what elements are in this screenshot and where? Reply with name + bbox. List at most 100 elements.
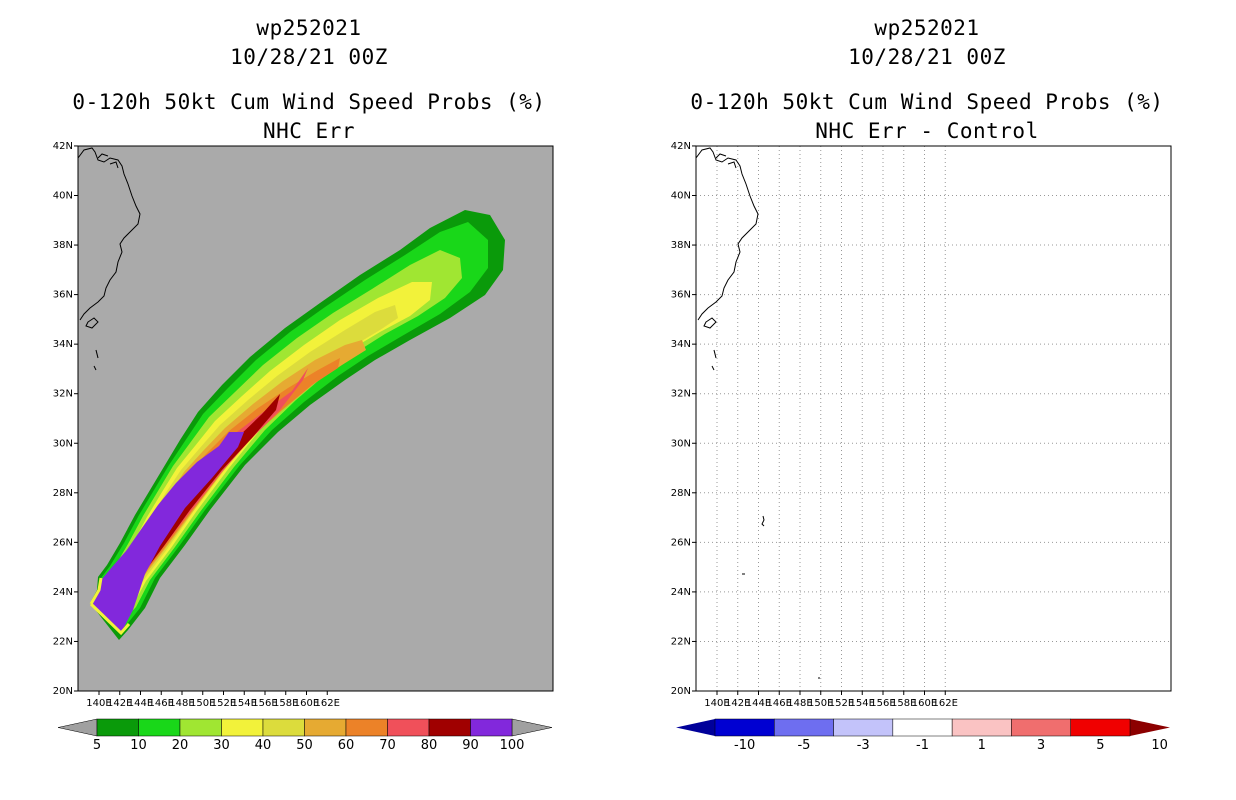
- legend-swatch: [1070, 718, 1131, 737]
- map-background: [696, 146, 1171, 691]
- legend-label: 20: [172, 738, 189, 753]
- lat-tick-label: 26N: [671, 537, 691, 548]
- coastline-segment: [85, 317, 99, 329]
- lon-tick-label: 152E: [829, 698, 854, 709]
- color-legend: -10 -5 -3 -1 1 3 5 10: [676, 718, 1170, 753]
- legend-end-triangle: [676, 719, 715, 736]
- coastline-segment: [703, 317, 717, 329]
- lon-tick-label: 140E: [704, 698, 729, 709]
- map-gridlines: [696, 146, 1171, 691]
- coastline-segment: [711, 365, 715, 371]
- legend-swatch: [1011, 718, 1071, 737]
- lon-tick-label: 162E: [315, 698, 340, 709]
- map-axes: 140E142E144E146E148E150E152E154E156E158E…: [671, 141, 958, 709]
- storm-id-title: wp252021: [256, 16, 362, 40]
- lat-tick-label: 38N: [53, 240, 73, 251]
- legend-label: -10: [734, 738, 755, 753]
- lat-tick-label: 30N: [671, 438, 691, 449]
- legend-label: 5: [93, 738, 101, 753]
- lat-tick-label: 42N: [671, 141, 691, 152]
- legend-label: 10: [1151, 738, 1168, 753]
- lat-tick-label: 42N: [53, 141, 73, 152]
- legend-swatch: [387, 718, 430, 737]
- lat-tick-label: 32N: [53, 389, 73, 400]
- legend-label: 90: [462, 738, 479, 753]
- color-legend: 5 10 20 30 40 50 60 70 80 90 100: [57, 718, 553, 753]
- legend-label: 40: [255, 738, 272, 753]
- coastline-segment: [695, 147, 759, 321]
- legend-label: -1: [916, 738, 929, 753]
- lon-tick-label: 152E: [211, 698, 236, 709]
- legend-swatch: [470, 718, 513, 737]
- legend-end-triangle: [1130, 719, 1170, 736]
- lon-tick-label: 146E: [767, 698, 792, 709]
- legend-swatch: [179, 718, 222, 737]
- storm-id-title: wp252021: [874, 16, 980, 40]
- small-islands: [742, 515, 820, 679]
- legend-swatch: [833, 718, 894, 737]
- legend-swatch: [345, 718, 388, 737]
- lon-tick-label: 160E: [912, 698, 937, 709]
- lat-tick-label: 36N: [53, 290, 73, 301]
- coastline: [695, 147, 759, 371]
- legend-label: 60: [338, 738, 355, 753]
- swath-yellow-edge: [89, 577, 131, 636]
- map-axes: 140E142E144E146E148E150E152E154E156E158E…: [53, 141, 340, 709]
- coastline: [77, 147, 141, 371]
- coastline-segment: [727, 161, 737, 169]
- lat-tick-label: 26N: [53, 537, 73, 548]
- lon-tick-label: 154E: [232, 698, 257, 709]
- lon-tick-label: 156E: [252, 698, 277, 709]
- lat-tick-label: 20N: [53, 686, 73, 697]
- left-panel: wp252021 10/28/21 00Z 0-120h 50kt Cum Wi…: [53, 16, 554, 753]
- lat-tick-label: 22N: [671, 636, 691, 647]
- legend-label: 70: [379, 738, 396, 753]
- legend-label: 30: [213, 738, 230, 753]
- legend-swatch: [774, 718, 834, 737]
- lon-tick-label: 150E: [190, 698, 215, 709]
- lat-tick-label: 28N: [671, 488, 691, 499]
- product-title: 0-120h 50kt Cum Wind Speed Probs (%): [690, 90, 1164, 114]
- legend-label: 80: [421, 738, 438, 753]
- lat-tick-label: 20N: [671, 686, 691, 697]
- lat-tick-label: 22N: [53, 636, 73, 647]
- legend-swatch: [96, 718, 139, 737]
- legend-end-triangle: [57, 718, 98, 737]
- lon-tick-label: 142E: [107, 698, 132, 709]
- lat-tick-label: 40N: [53, 191, 73, 202]
- lon-tick-label: 156E: [870, 698, 895, 709]
- left-map-figure: 140E142E144E146E148E150E152E154E156E158E…: [53, 141, 554, 753]
- lat-tick-label: 24N: [53, 587, 73, 598]
- lon-tick-label: 154E: [850, 698, 875, 709]
- map-frame: [77, 145, 554, 692]
- legend-swatch: [221, 718, 264, 737]
- legend-label: 10: [130, 738, 147, 753]
- coastline-segment: [715, 153, 727, 159]
- island-mark: [761, 515, 765, 527]
- lon-tick-label: 142E: [725, 698, 750, 709]
- legend-label: 50: [296, 738, 313, 753]
- subtitle: NHC Err: [262, 119, 355, 143]
- lat-tick-label: 30N: [53, 438, 73, 449]
- legend-swatch: [714, 718, 775, 737]
- lon-tick-label: 158E: [273, 698, 298, 709]
- coastline-segment: [109, 161, 119, 169]
- coastline-segment: [77, 147, 141, 321]
- map-frame: [695, 145, 1172, 692]
- lon-tick-label: 158E: [891, 698, 916, 709]
- product-title: 0-120h 50kt Cum Wind Speed Probs (%): [72, 90, 546, 114]
- lat-tick-label: 40N: [671, 191, 691, 202]
- coastline-segment: [97, 153, 109, 159]
- coastline-segment: [713, 349, 717, 359]
- lon-tick-label: 150E: [808, 698, 833, 709]
- swath-20: [97, 250, 462, 622]
- legend-label: 5: [1096, 738, 1104, 753]
- swath-90: [91, 432, 244, 633]
- lat-tick-label: 36N: [671, 290, 691, 301]
- legend-swatch: [892, 718, 953, 737]
- lon-tick-label: 144E: [746, 698, 771, 709]
- right-panel: wp252021 10/28/21 00Z 0-120h 50kt Cum Wi…: [618, 0, 1236, 800]
- lat-tick-label: 28N: [53, 488, 73, 499]
- coastline-segment: [95, 349, 99, 359]
- legend-end-triangle: [511, 718, 553, 737]
